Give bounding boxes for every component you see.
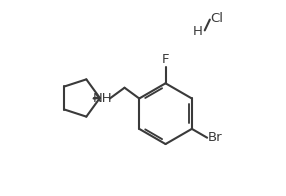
Text: Br: Br — [208, 131, 223, 144]
Text: Cl: Cl — [210, 12, 224, 25]
Text: F: F — [162, 53, 169, 66]
Text: NH: NH — [93, 92, 112, 105]
Text: H: H — [193, 25, 203, 38]
